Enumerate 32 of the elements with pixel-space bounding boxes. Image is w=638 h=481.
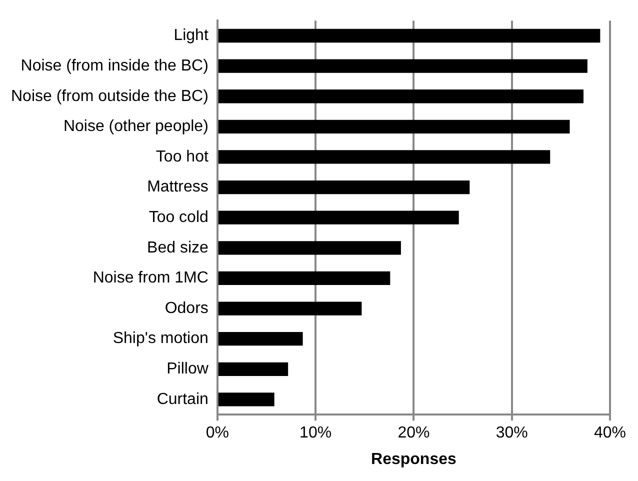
bar <box>218 90 584 104</box>
bar <box>218 28 600 43</box>
bar <box>218 210 459 224</box>
x-tick-label: 10% <box>300 424 332 442</box>
bar <box>218 392 274 406</box>
x-tick-label: 30% <box>496 424 528 442</box>
bar <box>218 271 390 286</box>
bar <box>218 302 362 316</box>
x-tick-label: 20% <box>398 424 430 442</box>
y-tick-label: Ship's motion <box>112 330 208 348</box>
y-tick-label: Noise (other people) <box>63 118 208 136</box>
y-tick-label: Pillow <box>166 360 209 378</box>
bar <box>218 120 570 134</box>
bar <box>218 150 550 164</box>
y-tick-label: Too cold <box>148 209 208 226</box>
bar <box>218 362 288 376</box>
y-tick-label: Noise (from outside the BC) <box>11 88 208 105</box>
bar <box>218 59 588 73</box>
bar <box>218 241 401 255</box>
y-tick-label: Curtain <box>156 390 208 408</box>
bar <box>218 180 470 194</box>
y-tick-label: Odors <box>164 300 208 317</box>
x-axis-title: Responses <box>371 450 456 468</box>
bar <box>218 332 303 346</box>
y-tick-label: Too hot <box>156 148 209 166</box>
y-tick-label: Bed size <box>147 239 208 256</box>
y-tick-label: Noise (from inside the BC) <box>20 57 208 74</box>
x-tick-label: 40% <box>594 424 626 442</box>
y-tick-label: Mattress <box>147 178 208 196</box>
y-tick-label: Light <box>174 27 209 44</box>
x-tick-label: 0% <box>206 424 229 442</box>
y-tick-label: Noise from 1MC <box>92 270 208 287</box>
